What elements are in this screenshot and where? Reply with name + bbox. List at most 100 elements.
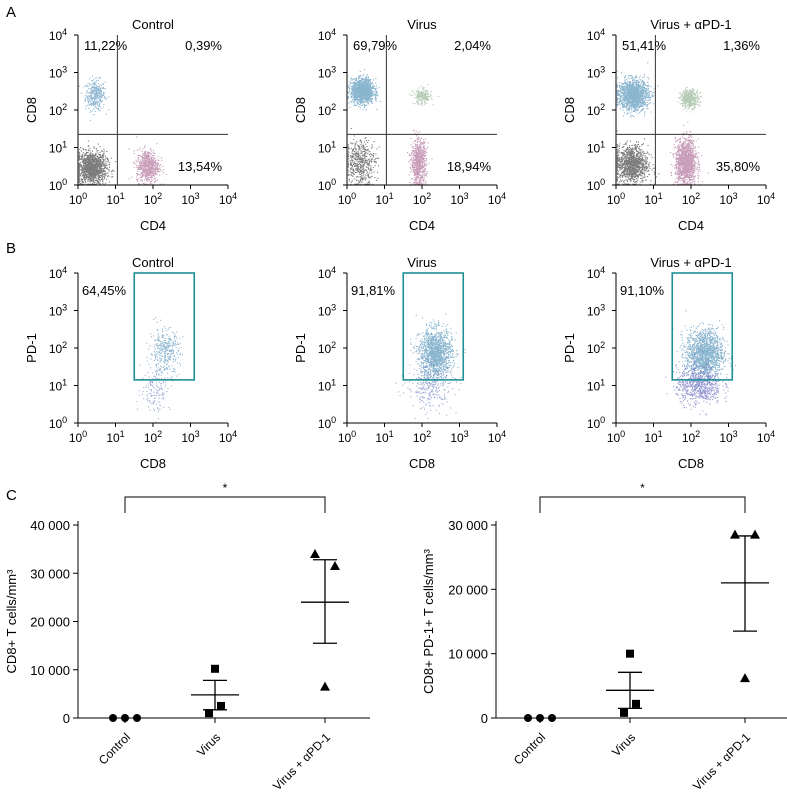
x-tick-label: 102 (144, 191, 162, 207)
event-population (407, 129, 433, 185)
quadrant-bottom-right: 18,94% (447, 159, 492, 174)
gate-percentage: 91,81% (351, 283, 396, 298)
data-point (750, 529, 760, 539)
data-point (730, 529, 740, 539)
x-tick-label: 100 (69, 191, 87, 207)
y-tick-label: 100 (49, 177, 67, 193)
y-tick-label: 100 (318, 177, 336, 193)
plot-title: Virus (407, 17, 437, 32)
plot-title: Virus + αPD-1 (650, 17, 731, 32)
events (347, 69, 440, 185)
y-tick-label: 103 (587, 303, 605, 319)
group-3 (721, 529, 769, 683)
data-point (632, 699, 640, 708)
event-population (669, 121, 709, 185)
y-tick-label: 10 000 (30, 663, 70, 678)
y-tick-label: 101 (49, 378, 67, 394)
event-population (78, 140, 116, 185)
y-axis-label: PD-1 (562, 333, 577, 363)
y-tick-label: 30 000 (30, 566, 70, 581)
y-tick-label: 103 (49, 65, 67, 81)
y-tick-label: 102 (49, 340, 67, 356)
significance-bracket (539, 496, 746, 513)
x-tick-label: 102 (682, 191, 700, 207)
x-tick-label: 103 (719, 191, 737, 207)
x-axis-label: CD8 (409, 456, 435, 471)
y-tick-label: 102 (587, 102, 605, 118)
y-tick-label: 102 (587, 340, 605, 356)
x-tick-label: 104 (488, 429, 506, 445)
event-population (672, 310, 737, 391)
quadrant-top-left: 69,79% (353, 38, 398, 53)
y-tick-label: 103 (587, 65, 605, 81)
y-tick-label: 40 000 (30, 518, 70, 533)
x-tick-label: 104 (219, 191, 237, 207)
x-tick-label: 103 (181, 429, 199, 445)
y-tick-label: 104 (587, 265, 605, 281)
quadrant-top-left: 11,22% (84, 38, 128, 53)
x-tick-label: 100 (607, 429, 625, 445)
x-tick-label: 102 (413, 429, 431, 445)
panel-letter-a: A (6, 4, 16, 21)
y-tick-label: 20 000 (30, 615, 70, 630)
y-tick-label: 100 (318, 415, 336, 431)
event-population (347, 127, 380, 185)
category-label: Control (511, 730, 548, 767)
x-tick-label: 103 (719, 429, 737, 445)
gate-rectangle (133, 272, 196, 381)
data-point (205, 709, 213, 718)
event-population (408, 83, 440, 106)
y-axis-label: CD8 (293, 97, 308, 123)
y-tick-label: 0 (63, 711, 70, 726)
x-tick-label: 103 (181, 191, 199, 207)
quadrant-bottom-right: 35,80% (716, 159, 761, 174)
data-point (121, 714, 129, 722)
gate-rectangle (671, 272, 734, 381)
x-tick-label: 104 (219, 429, 237, 445)
plot-title: Virus + αPD-1 (650, 255, 731, 270)
event-population (616, 62, 659, 118)
quadrant-bottom-right: 13,54% (178, 159, 223, 174)
events (135, 317, 184, 423)
x-tick-label: 103 (450, 429, 468, 445)
y-tick-label: 104 (587, 27, 605, 43)
data-point (211, 664, 219, 673)
x-axis-label: CD4 (678, 218, 704, 233)
quadrant-top-right: 0,39% (185, 38, 222, 53)
y-tick-label: 100 (587, 415, 605, 431)
x-tick-label: 103 (450, 191, 468, 207)
event-population (78, 75, 110, 121)
gate-rectangle (402, 272, 465, 381)
quadrant-top-left: 51,41% (622, 38, 667, 53)
category-label: Virus (194, 730, 223, 759)
group-1 (109, 714, 141, 722)
x-tick-label: 104 (757, 191, 775, 207)
events (395, 313, 466, 419)
y-axis-label: PD-1 (24, 333, 39, 363)
x-axis-label: CD8 (678, 456, 704, 471)
y-tick-label: 104 (49, 265, 67, 281)
quadrant-top-right: 1,36% (723, 38, 760, 53)
events (665, 310, 737, 416)
data-point (536, 714, 544, 722)
data-point (320, 681, 330, 691)
x-tick-label: 101 (644, 191, 662, 207)
y-tick-label: 101 (587, 378, 605, 394)
plot-title: Virus (407, 255, 437, 270)
x-tick-label: 100 (338, 429, 356, 445)
dot-plot-cd8: 0 10 000 20 000 30 000 40 000 CD8+ T cells/mm… (4, 481, 370, 793)
category-label: Virus + αPD-1 (270, 730, 333, 793)
gate-percentage: 91,10% (620, 283, 665, 298)
y-tick-label: 103 (318, 303, 336, 319)
y-tick-label: 101 (318, 140, 336, 156)
event-population (135, 356, 172, 423)
x-tick-label: 101 (375, 429, 393, 445)
event-population (677, 87, 702, 113)
y-tick-label: 0 (481, 711, 488, 726)
group-2 (606, 649, 654, 717)
x-tick-label: 100 (607, 191, 625, 207)
event-population (128, 136, 168, 185)
